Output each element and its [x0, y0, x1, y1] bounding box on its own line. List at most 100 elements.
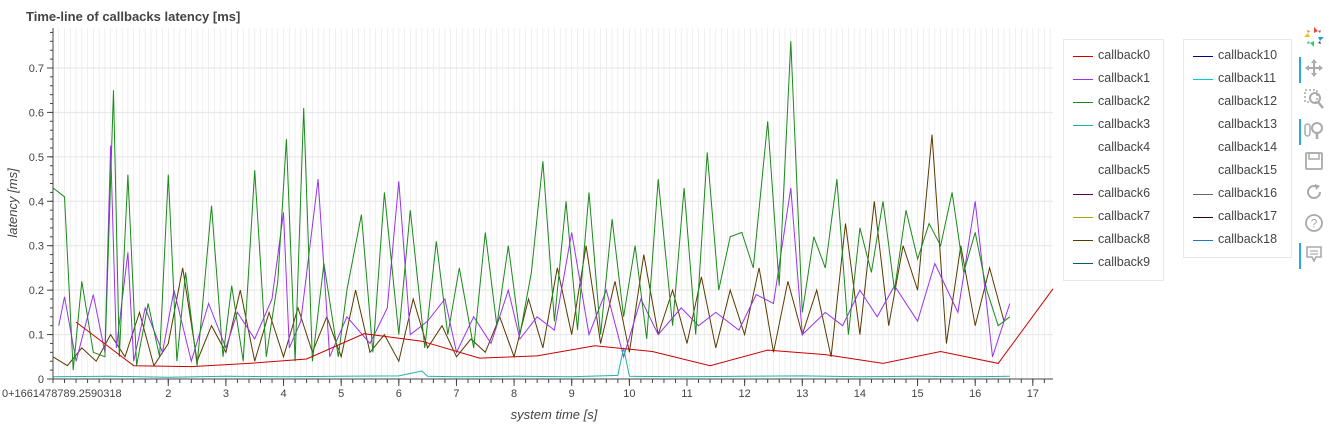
y-tick-label: 0 — [38, 374, 44, 386]
save-tool[interactable] — [1299, 146, 1329, 177]
legend-swatch — [1193, 148, 1213, 149]
hover-icon — [1306, 246, 1322, 263]
pan-tool[interactable] — [1299, 53, 1329, 84]
x-tick-label: 7 — [453, 388, 459, 400]
y-tick-label: 0.2 — [29, 285, 44, 297]
legend-swatch — [1073, 56, 1093, 57]
legend-swatch — [1073, 263, 1093, 264]
x-tick-label: 6 — [396, 388, 402, 400]
legend-item-callback14[interactable]: callback14 — [1184, 137, 1291, 160]
legend-item-callback4[interactable]: callback4 — [1064, 137, 1163, 160]
legend-item-callback8[interactable]: callback8 — [1064, 229, 1163, 252]
legend-item-callback9[interactable]: callback9 — [1064, 252, 1163, 275]
legend-swatch — [1193, 217, 1213, 218]
legend-swatch — [1073, 102, 1093, 103]
reset-icon — [1307, 184, 1321, 199]
legend-item-callback12[interactable]: callback12 — [1184, 91, 1291, 114]
legend-label: callback6 — [1098, 186, 1151, 200]
legend-column-1: callback0 callback1 callback2 callback3 call… — [1063, 39, 1164, 281]
grid — [52, 28, 1053, 380]
legend-swatch — [1193, 171, 1213, 172]
x-tick-label: 12 — [739, 388, 751, 400]
legend-swatch — [1073, 240, 1093, 241]
legend-swatch — [1193, 102, 1213, 103]
x-tick-label: 4 — [280, 388, 286, 400]
series-line-callback1 — [58, 145, 1011, 364]
legend-label: callback15 — [1218, 163, 1278, 177]
axes: 0 0.1 0.2 0.3 0.4 0.5 0.6 0.7 2 3 4 5 6 7 8 9 10 11 12 13 14… — [2, 28, 1053, 400]
x-tick-label: 5 — [338, 388, 344, 400]
legend-item-callback18[interactable]: callback18 — [1184, 229, 1291, 252]
legend-label: callback16 — [1218, 186, 1278, 200]
legend-item-callback6[interactable]: callback6 — [1064, 183, 1163, 206]
x-tick-label: 8 — [511, 388, 517, 400]
box-zoom-tool[interactable] — [1299, 84, 1329, 115]
svg-text:?: ? — [1311, 217, 1318, 231]
legend-label: callback9 — [1098, 255, 1151, 269]
pan-icon — [1305, 59, 1323, 77]
series-line-callback2 — [52, 41, 1011, 371]
box-zoom-icon — [1304, 89, 1324, 109]
legend-item-callback1[interactable]: callback1 — [1064, 68, 1163, 91]
x-tick-label: 15 — [911, 388, 923, 400]
chart-title: Time-line of callbacks latency [ms] — [26, 9, 240, 24]
y-tick-label: 0.6 — [29, 107, 44, 119]
bokeh-logo-icon — [1304, 27, 1324, 47]
x-tick-label: 9 — [569, 388, 575, 400]
legend-item-callback5[interactable]: callback5 — [1064, 160, 1163, 183]
reset-tool[interactable] — [1299, 177, 1329, 208]
y-tick-label: 0.3 — [29, 241, 44, 253]
series-line-callback0 — [75, 288, 1054, 368]
series-group — [52, 41, 1054, 378]
legend-swatch — [1193, 79, 1213, 80]
legend-item-callback17[interactable]: callback17 — [1184, 206, 1291, 229]
legend-item-callback10[interactable]: callback10 — [1184, 45, 1291, 68]
legend-swatch — [1193, 56, 1213, 57]
bokeh-logo-tool[interactable] — [1299, 22, 1329, 53]
legend-item-callback11[interactable]: callback11 — [1184, 68, 1291, 91]
x-axis-label: system time [s] — [511, 407, 598, 422]
x-tick-label: 11 — [681, 388, 692, 400]
series-line-callback3 — [52, 347, 1010, 378]
legend-label: callback1 — [1098, 71, 1151, 85]
legend-label: callback4 — [1098, 140, 1151, 154]
legend-swatch — [1073, 148, 1093, 149]
x-tick-label: 2 — [165, 388, 171, 400]
legend-label: callback14 — [1218, 140, 1278, 154]
legend-swatch — [1193, 125, 1213, 126]
legend-item-callback7[interactable]: callback7 — [1064, 206, 1163, 229]
legend-swatch — [1193, 240, 1213, 241]
legend-label: callback18 — [1218, 232, 1278, 246]
y-tick-label: 0.4 — [29, 196, 44, 208]
x-tick-label: 14 — [854, 388, 866, 400]
legend-label: callback3 — [1098, 117, 1151, 131]
wheel-zoom-icon — [1304, 122, 1323, 139]
legend-swatch — [1073, 171, 1093, 172]
legend-swatch — [1193, 194, 1213, 195]
legend-label: callback10 — [1218, 48, 1278, 62]
x-tick-label: 10 — [623, 388, 635, 400]
hover-tool[interactable] — [1299, 239, 1329, 270]
legend-label: callback5 — [1098, 163, 1151, 177]
x-tick-label: 16 — [969, 388, 981, 400]
save-icon — [1305, 152, 1323, 170]
legend-item-callback0[interactable]: callback0 — [1064, 45, 1163, 68]
legend-item-callback16[interactable]: callback16 — [1184, 183, 1291, 206]
legend-column-2: callback10 callback11 callback12 callback13… — [1183, 39, 1292, 258]
wheel-zoom-tool[interactable] — [1299, 115, 1329, 146]
legend-item-callback2[interactable]: callback2 — [1064, 91, 1163, 114]
legend-item-callback3[interactable]: callback3 — [1064, 114, 1163, 137]
y-axis-label: latency [ms] — [5, 168, 20, 238]
legend-label: callback0 — [1098, 48, 1151, 62]
legend-swatch — [1073, 79, 1093, 80]
legend-label: callback7 — [1098, 209, 1151, 223]
legend-item-callback15[interactable]: callback15 — [1184, 160, 1291, 183]
help-tool[interactable]: ? — [1299, 208, 1329, 239]
x-tick-label: 3 — [223, 388, 229, 400]
legend-item-callback13[interactable]: callback13 — [1184, 114, 1291, 137]
legend-swatch — [1073, 125, 1093, 126]
legend-label: callback2 — [1098, 94, 1151, 108]
x-offset-label: 0+1661478789.2590318 — [2, 388, 122, 400]
legend-label: callback11 — [1218, 71, 1277, 85]
